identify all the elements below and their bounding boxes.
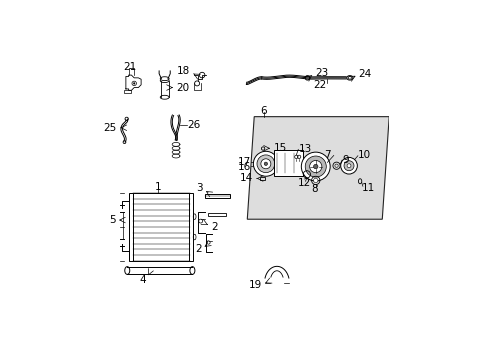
Text: 22: 22 [312, 80, 325, 90]
Text: 2: 2 [210, 222, 217, 231]
Text: 14: 14 [240, 174, 253, 184]
Text: 12: 12 [297, 178, 310, 188]
Bar [259, 176, 264, 180]
Bar [207, 213, 225, 216]
Text: 16: 16 [237, 162, 250, 172]
Ellipse shape [160, 77, 169, 81]
Circle shape [133, 82, 135, 84]
Text: 25: 25 [103, 123, 117, 133]
Bar [129, 193, 133, 261]
Circle shape [313, 178, 317, 183]
Text: 1: 1 [155, 182, 162, 192]
Circle shape [313, 164, 317, 169]
Circle shape [344, 161, 353, 171]
Circle shape [301, 152, 329, 181]
Text: 19: 19 [248, 280, 261, 290]
Circle shape [257, 155, 274, 173]
Circle shape [309, 161, 321, 173]
Text: 5: 5 [108, 215, 115, 225]
Text: 9: 9 [342, 155, 348, 165]
Circle shape [264, 162, 267, 166]
Text: 4: 4 [140, 275, 146, 285]
Bar [274, 150, 303, 176]
Text: 24: 24 [358, 69, 371, 79]
Text: 26: 26 [187, 120, 200, 130]
Circle shape [346, 164, 350, 168]
Bar [189, 193, 193, 261]
Polygon shape [247, 117, 388, 219]
Text: 15: 15 [273, 143, 286, 153]
Text: 7: 7 [324, 150, 330, 160]
Circle shape [340, 157, 357, 174]
Text: 10: 10 [357, 150, 370, 160]
Bar [124, 90, 131, 93]
Bar [133, 193, 189, 261]
Text: 8: 8 [311, 184, 318, 194]
Circle shape [253, 151, 278, 176]
Circle shape [260, 159, 270, 169]
Text: 17: 17 [237, 157, 250, 167]
Text: 11: 11 [361, 184, 374, 193]
Bar [204, 194, 229, 198]
Text: 23: 23 [314, 68, 327, 78]
Text: 13: 13 [298, 144, 311, 153]
Text: 6: 6 [260, 105, 266, 116]
Circle shape [305, 156, 325, 177]
Text: 3: 3 [196, 184, 202, 193]
Text: 18: 18 [177, 67, 190, 76]
Text: 2: 2 [195, 244, 201, 253]
Text: 20: 20 [176, 82, 189, 93]
Text: 21: 21 [123, 62, 136, 72]
